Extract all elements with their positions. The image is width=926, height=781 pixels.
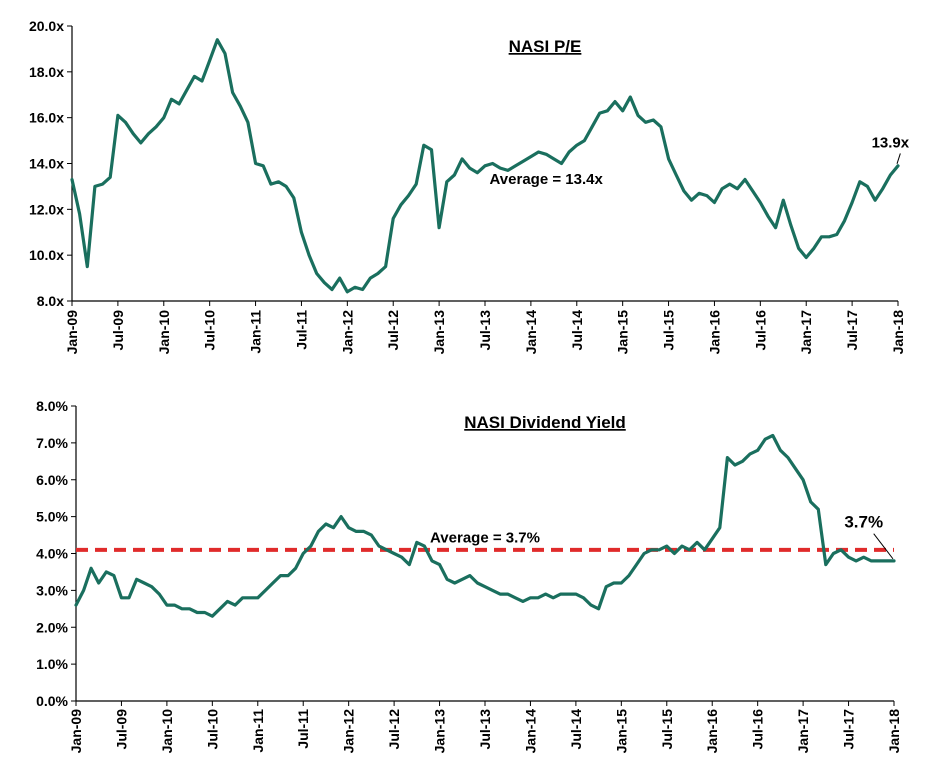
leader-line bbox=[896, 153, 901, 164]
y-tick-label: 4.0% bbox=[36, 546, 68, 562]
chart-title: NASI Dividend Yield bbox=[464, 413, 626, 432]
x-tick-label: Jul-11 bbox=[295, 709, 311, 749]
x-tick-label: Jul-12 bbox=[385, 310, 401, 351]
y-tick-label: 7.0% bbox=[36, 435, 68, 451]
x-tick-label: Jul-16 bbox=[750, 709, 766, 750]
x-tick-label: Jul-14 bbox=[569, 310, 585, 351]
y-tick-label: 2.0% bbox=[36, 619, 68, 635]
x-tick-label: Jan-13 bbox=[432, 709, 448, 754]
chart-title: NASI P/E bbox=[509, 37, 582, 56]
x-tick-label: Jan-17 bbox=[795, 709, 811, 754]
x-tick-label: Jul-10 bbox=[202, 310, 218, 351]
y-tick-label: 3.0% bbox=[36, 582, 68, 598]
x-tick-label: Jan-10 bbox=[159, 709, 175, 754]
x-tick-label: Jan-10 bbox=[156, 310, 172, 355]
y-tick-label: 20.0x bbox=[29, 18, 64, 34]
leader-line bbox=[873, 533, 894, 560]
y-tick-label: 5.0% bbox=[36, 509, 68, 525]
x-tick-label: Jan-18 bbox=[890, 310, 906, 355]
average-label: Average = 3.7% bbox=[430, 529, 540, 546]
x-tick-label: Jan-11 bbox=[248, 310, 264, 354]
series-line bbox=[70, 38, 900, 294]
x-tick-label: Jul-14 bbox=[568, 709, 584, 750]
x-tick-label: Jan-15 bbox=[615, 310, 631, 355]
y-tick-label: 8.0% bbox=[36, 398, 68, 414]
x-tick-label: Jan-11 bbox=[250, 709, 266, 753]
end-value-label: 13.9x bbox=[872, 134, 910, 151]
x-tick-label: Jul-13 bbox=[477, 709, 493, 750]
average-label: Average = 13.4x bbox=[490, 171, 604, 188]
x-tick-label: Jan-16 bbox=[706, 310, 722, 355]
x-tick-label: Jan-09 bbox=[64, 310, 80, 355]
x-tick-label: Jul-12 bbox=[386, 709, 402, 750]
x-tick-label: Jul-16 bbox=[752, 310, 768, 351]
series-line bbox=[74, 433, 896, 618]
y-tick-label: 12.0x bbox=[29, 201, 64, 217]
x-tick-label: Jul-17 bbox=[844, 310, 860, 351]
chart-2: 0.0% 1.0% 2.0% 3.0% 4.0% 5.0% 6.0% 7.0% 8.0% Jan-… bbox=[36, 398, 902, 753]
x-tick-label: Jan-16 bbox=[704, 709, 720, 754]
end-value-label: 3.7% bbox=[844, 513, 883, 532]
x-tick-label: Jan-13 bbox=[431, 310, 447, 355]
x-tick-label: Jul-13 bbox=[477, 310, 493, 351]
y-tick-label: 0.0% bbox=[36, 693, 68, 709]
y-tick-label: 8.0x bbox=[37, 293, 64, 309]
y-tick-label: 10.0x bbox=[29, 247, 64, 263]
x-tick-label: Jan-12 bbox=[339, 310, 355, 355]
x-tick-label: Jan-12 bbox=[341, 709, 357, 754]
y-tick-label: 1.0% bbox=[36, 656, 68, 672]
x-tick-label: Jan-09 bbox=[68, 709, 84, 754]
x-tick-label: Jan-15 bbox=[613, 709, 629, 754]
x-tick-label: Jul-17 bbox=[841, 709, 857, 750]
x-tick-label: Jul-11 bbox=[293, 310, 309, 350]
x-tick-label: Jan-17 bbox=[798, 310, 814, 355]
chart-1: 8.0x 10.0x 12.0x 14.0x 16.0x 18.0x 20.0x Jan-09… bbox=[29, 18, 910, 354]
x-tick-label: Jul-09 bbox=[110, 310, 126, 351]
y-tick-label: 6.0% bbox=[36, 472, 68, 488]
x-tick-label: Jul-15 bbox=[661, 310, 677, 351]
x-tick-label: Jan-18 bbox=[886, 709, 902, 754]
y-tick-label: 18.0x bbox=[29, 64, 64, 80]
x-tick-label: Jul-10 bbox=[204, 709, 220, 750]
y-tick-label: 14.0x bbox=[29, 156, 64, 172]
x-tick-label: Jul-09 bbox=[113, 709, 129, 750]
x-tick-label: Jan-14 bbox=[523, 310, 539, 355]
x-tick-label: Jan-14 bbox=[522, 709, 538, 754]
x-tick-label: Jul-15 bbox=[659, 709, 675, 750]
y-tick-label: 16.0x bbox=[29, 110, 64, 126]
